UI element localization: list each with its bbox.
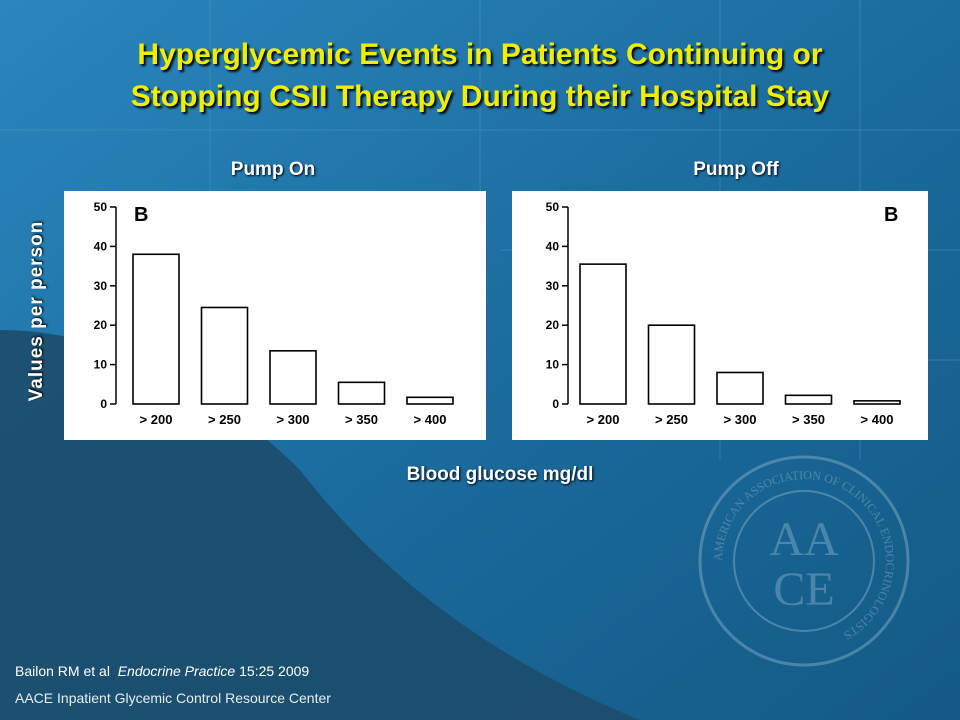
- y-tick-label: 10: [546, 358, 560, 372]
- x-tick-label: > 250: [208, 412, 241, 427]
- bar: [784, 394, 833, 405]
- chart-title-pump-on: Pump On: [230, 159, 316, 180]
- bar: [406, 396, 454, 405]
- x-tick-label: > 200: [587, 412, 620, 427]
- citation: Bailon RM et al Endocrine Practice 15:25…: [15, 663, 309, 679]
- seal-letters-bottom: CE: [773, 563, 834, 616]
- y-tick-label: 30: [94, 279, 108, 293]
- y-tick-label: 0: [100, 397, 107, 411]
- bar: [269, 350, 317, 405]
- panel-letter: B: [134, 204, 148, 226]
- citation-ref: 15:25 2009: [239, 663, 310, 679]
- bar: [579, 263, 627, 405]
- y-tick-label: 0: [552, 397, 559, 411]
- bar: [716, 371, 764, 405]
- chart-pump-off-svg: 0 10 20 30 40 50 B > 200 > 250 > 300 > 350 > 400: [546, 200, 901, 427]
- y-tick-label: 50: [94, 200, 108, 214]
- y-tick-label: 20: [94, 318, 108, 332]
- x-axis-label: Blood glucose mg/dl: [406, 464, 594, 485]
- x-tick-label: > 350: [345, 412, 378, 427]
- chart-pump-on: 0 10 20 30 40 50 B > 200 > 250 > 300 > 350 > 400: [64, 191, 486, 440]
- seal-letters-top: AA: [769, 513, 839, 566]
- y-tick-label: 40: [546, 239, 560, 253]
- x-tick-label: > 400: [414, 412, 447, 427]
- x-tick-label: > 400: [861, 412, 894, 427]
- x-tick-label: > 300: [724, 412, 757, 427]
- chart-title-pump-off: Pump Off: [693, 159, 779, 180]
- bar: [132, 253, 180, 405]
- footer-text: AACE Inpatient Glycemic Control Resource…: [15, 690, 331, 706]
- title-line-1: Hyperglycemic Events in Patients Continu…: [137, 38, 823, 71]
- x-tick-label: > 200: [140, 412, 173, 427]
- citation-authors: Bailon RM et al: [15, 663, 110, 679]
- aace-seal-logo: AMERICAN ASSOCIATION OF CLINICAL ENDOCRI…: [698, 455, 910, 667]
- title-line-2: Stopping CSII Therapy During their Hospi…: [130, 80, 830, 113]
- panel-letter: B: [884, 204, 898, 226]
- slide-title: Hyperglycemic Events in Patients Continu…: [20, 34, 940, 118]
- bar: [200, 306, 249, 405]
- x-tick-label: > 350: [792, 412, 825, 427]
- chart-pump-on-svg: 0 10 20 30 40 50 B > 200 > 250 > 300 > 350 > 400: [94, 200, 454, 427]
- y-tick-label: 30: [546, 279, 560, 293]
- citation-journal: Endocrine Practice: [117, 663, 236, 679]
- y-tick-label: 20: [546, 318, 560, 332]
- y-tick-label: 50: [546, 200, 560, 214]
- chart-pump-off: 0 10 20 30 40 50 B > 200 > 250 > 300 > 350 > 400: [512, 191, 928, 440]
- bar: [337, 381, 386, 405]
- x-tick-label: > 300: [277, 412, 310, 427]
- x-tick-label: > 250: [655, 412, 688, 427]
- y-tick-label: 40: [94, 239, 108, 253]
- bar: [853, 400, 901, 405]
- bar: [647, 324, 696, 405]
- y-tick-label: 10: [94, 358, 108, 372]
